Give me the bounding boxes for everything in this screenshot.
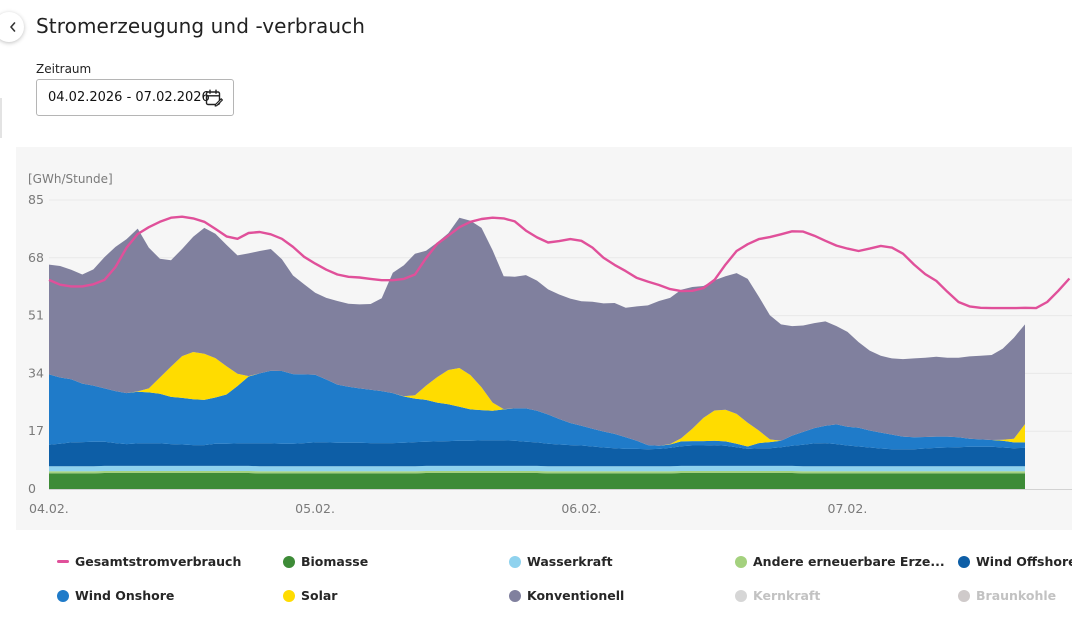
area-wind-offshore[interactable] <box>49 440 1025 467</box>
legend-item-wasserkraft[interactable]: Wasserkraft <box>509 554 613 569</box>
page-title: Stromerzeugung und -verbrauch <box>36 14 366 38</box>
y-tick-label: 51 <box>28 308 44 323</box>
x-tick-label: 04.02. <box>29 501 69 516</box>
sidebar-edge <box>0 98 2 138</box>
legend-label: Konventionell <box>527 588 625 603</box>
y-tick-label: 68 <box>28 250 44 265</box>
calendar-edit-icon[interactable] <box>205 89 223 107</box>
legend-label: Solar <box>301 588 338 603</box>
legend-swatch <box>283 555 295 568</box>
y-tick-label: 17 <box>28 423 44 438</box>
x-tick-label: 06.02. <box>561 501 601 516</box>
legend-item-braunkohle[interactable]: Braunkohle <box>958 588 1056 603</box>
legend-swatch <box>283 589 295 602</box>
area-biomasse[interactable] <box>49 473 1025 489</box>
legend-label: Andere erneuerbare Erze... <box>753 554 945 569</box>
date-range-value: 04.02.2026 - 07.02.2026 <box>48 90 210 105</box>
legend-swatch <box>57 589 69 602</box>
legend-swatch <box>958 589 970 602</box>
chart-panel: 0 17 34 51 68 85 [GWh/Stunde] 04.02. 05.02. 06.02… <box>16 147 1072 530</box>
chart-legend: Gesamtstromverbrauch Biomasse Wasserkraft A… <box>0 545 1072 615</box>
y-tick-label: 85 <box>28 192 44 207</box>
x-tick-label: 07.02. <box>828 501 868 516</box>
back-button[interactable] <box>0 12 24 42</box>
area-wasserkraft[interactable] <box>49 465 1025 472</box>
legend-swatch <box>735 589 747 602</box>
legend-label: Wind Onshore <box>75 588 175 603</box>
date-range-label: Zeitraum <box>36 62 92 76</box>
line-gesamtstromverbrauch[interactable] <box>48 215 1071 310</box>
legend-label: Wind Offshore <box>976 554 1072 569</box>
area-andere-erneuerbare-erzeugung[interactable] <box>49 471 1025 474</box>
x-tick-label: 05.02. <box>295 501 335 516</box>
legend-label: Gesamtstromverbrauch <box>75 554 242 569</box>
area-konventionell[interactable] <box>49 217 1025 446</box>
legend-swatch <box>509 555 521 568</box>
y-tick-label: 0 <box>28 481 36 496</box>
legend-swatch <box>958 555 970 568</box>
legend-item-konventionell[interactable]: Konventionell <box>509 588 624 603</box>
legend-label: Kernkraft <box>753 588 821 603</box>
legend-label: Braunkohle <box>976 588 1057 603</box>
area-wind-onshore[interactable] <box>49 370 1025 450</box>
legend-swatch <box>509 589 521 602</box>
legend-item-kernkraft[interactable]: Kernkraft <box>735 588 820 603</box>
legend-item-solar[interactable]: Solar <box>283 588 337 603</box>
chevron-left-icon <box>10 22 16 32</box>
legend-item-gesamtstromverbrauch[interactable]: Gesamtstromverbrauch <box>57 554 241 569</box>
stacked-area-chart[interactable]: 0 17 34 51 68 85 [GWh/Stunde] 04.02. 05.02. 06.02… <box>16 147 1072 530</box>
legend-swatch <box>57 560 69 563</box>
legend-item-andere-erneuerbare-erze[interactable]: Andere erneuerbare Erze... <box>735 554 945 569</box>
y-tick-label: 34 <box>28 365 44 380</box>
legend-swatch <box>735 555 747 568</box>
legend-item-wind-offshore[interactable]: Wind Offshore <box>958 554 1072 569</box>
legend-item-wind-onshore[interactable]: Wind Onshore <box>57 588 174 603</box>
legend-label: Wasserkraft <box>527 554 613 569</box>
legend-item-biomasse[interactable]: Biomasse <box>283 554 368 569</box>
y-unit-label: [GWh/Stunde] <box>28 172 113 186</box>
date-range-field[interactable]: 04.02.2026 - 07.02.2026 <box>36 79 234 116</box>
legend-label: Biomasse <box>301 554 369 569</box>
